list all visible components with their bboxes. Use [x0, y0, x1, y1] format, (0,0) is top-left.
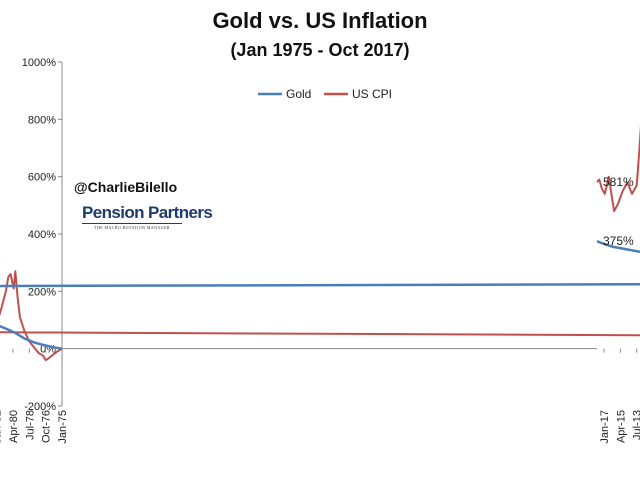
x-axis: Jan-75Oct-76Jul-78Apr-80Jan-82Oct-83Jul-… [0, 348, 640, 444]
logo-tagline: THE MACRO ROTATION MANAGER [94, 225, 170, 230]
us-cpi-end-label: 581% [603, 175, 634, 189]
gold-end-label: 375% [603, 234, 634, 248]
legend: Gold US CPI [258, 87, 392, 101]
x-tick-label: Oct-76 [41, 410, 53, 443]
chart-title: Gold vs. US Inflation [212, 8, 428, 33]
legend-label-gold: Gold [286, 87, 311, 101]
y-tick-label: 600% [28, 172, 56, 184]
y-axis: 1000%800%600%400%200%0%-200% [22, 57, 63, 413]
x-tick-label: Jan-82 [0, 410, 4, 444]
y-tick-label: 800% [28, 114, 56, 126]
end-labels: 581% 375% [603, 175, 634, 248]
y-tick-label: 400% [28, 229, 56, 241]
x-tick-label: Apr-80 [8, 410, 20, 443]
y-tick-label: 1000% [22, 57, 56, 69]
chart-subtitle: (Jan 1975 - Oct 2017) [230, 40, 410, 60]
x-tick-label: Jan-17 [599, 410, 611, 444]
x-tick-label: Jul-13 [632, 410, 640, 440]
y-tick-label: -200% [24, 401, 56, 413]
pension-partners-logo: Pension Partners THE MACRO ROTATION MANA… [82, 203, 213, 230]
us-cpi-series-line [0, 125, 640, 362]
series-layer [0, 125, 640, 362]
x-tick-label: Jan-75 [57, 410, 69, 444]
twitter-handle: @CharlieBilello [74, 179, 178, 195]
x-tick-label: Jul-78 [24, 410, 36, 440]
legend-label-us-cpi: US CPI [352, 87, 392, 101]
x-tick-label: Apr-15 [615, 410, 627, 443]
logo-name: Pension Partners [82, 203, 213, 224]
y-tick-label: 200% [28, 286, 56, 298]
